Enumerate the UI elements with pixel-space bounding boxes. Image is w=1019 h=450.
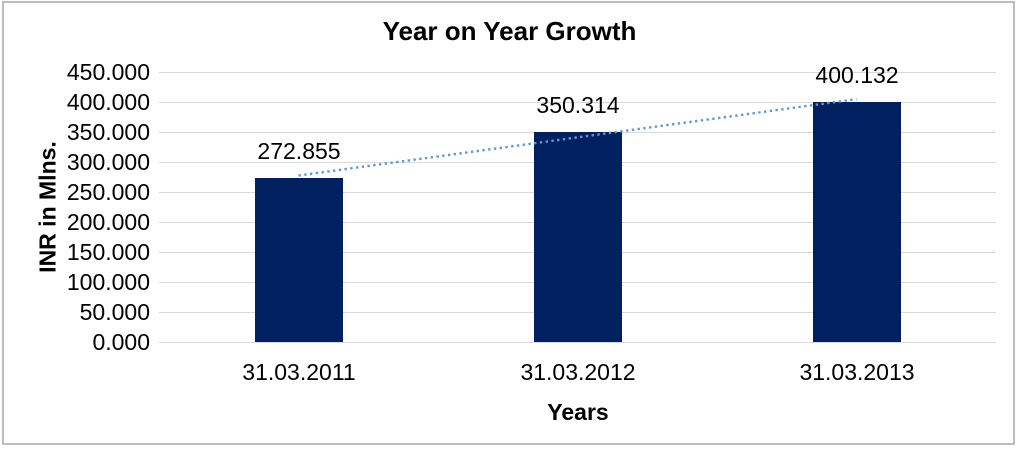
bar-data-label: 272.855 [257, 138, 341, 164]
gridline [159, 102, 996, 103]
x-tick-label: 31.03.2013 [799, 359, 915, 385]
bar-data-label: 400.132 [815, 62, 899, 88]
gridline [159, 72, 996, 73]
gridline [159, 342, 996, 343]
chart-title: Year on Year Growth [382, 16, 637, 46]
y-tick-label: 400.000 [66, 89, 150, 115]
y-tick-label: 250.000 [66, 179, 150, 205]
y-tick-label: 100.000 [66, 269, 150, 295]
bar [534, 132, 622, 342]
x-axis-title: Years [547, 399, 609, 425]
bar-data-label: 350.314 [536, 92, 620, 118]
x-tick-label: 31.03.2012 [520, 359, 636, 385]
y-tick-label: 300.000 [66, 149, 150, 175]
y-tick-label: 450.000 [66, 59, 150, 85]
y-tick-label: 0.000 [92, 329, 150, 355]
plot-area: 272.855 350.314 400.132 [159, 62, 996, 343]
y-tick-label: 350.000 [66, 119, 150, 145]
trendline [298, 97, 857, 177]
x-tick-label: 31.03.2011 [242, 359, 356, 385]
y-tick-label: 150.000 [66, 239, 150, 265]
bar [255, 178, 343, 342]
y-tick-label: 200.000 [66, 209, 150, 235]
bar [813, 102, 901, 342]
y-tick-label: 50.000 [79, 299, 150, 325]
